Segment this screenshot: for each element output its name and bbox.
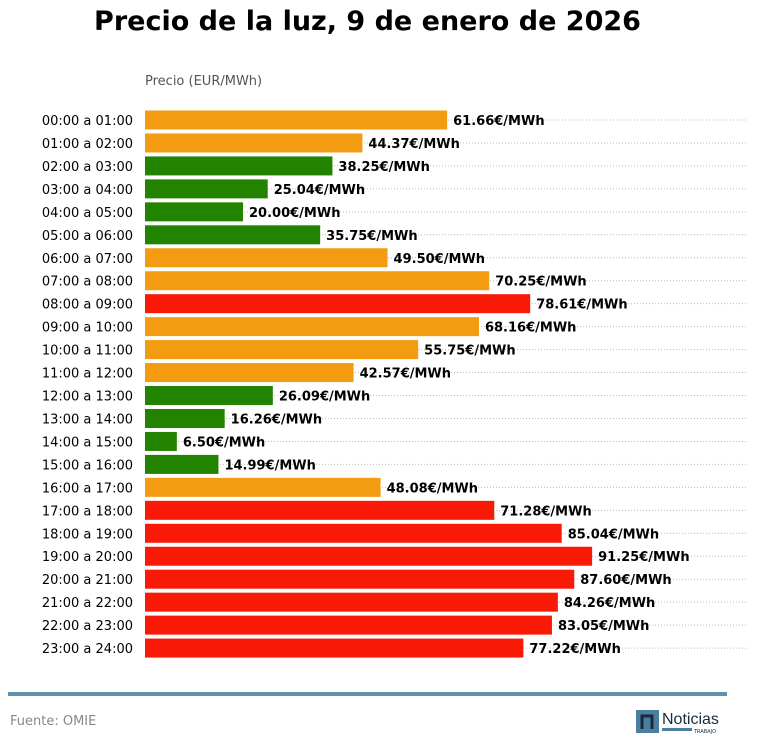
- data-label: 70.25€/MWh: [495, 275, 586, 290]
- category-label: 08:00 a 09:00: [42, 298, 133, 313]
- bar: [145, 569, 575, 589]
- bar: [145, 202, 243, 222]
- bar: [145, 179, 268, 199]
- bar: [145, 431, 177, 451]
- svg-text:Noticias: Noticias: [662, 711, 719, 728]
- category-label: 15:00 a 16:00: [42, 458, 133, 473]
- data-label: 6.50€/MWh: [183, 435, 265, 450]
- axis-label: Precio (EUR/MWh): [145, 74, 263, 89]
- category-label: 09:00 a 10:00: [42, 321, 133, 336]
- data-label: 35.75€/MWh: [326, 229, 417, 244]
- data-label: 77.22€/MWh: [529, 642, 620, 657]
- data-label: 87.60€/MWh: [580, 573, 671, 588]
- bar: [145, 615, 552, 635]
- category-label: 12:00 a 13:00: [42, 390, 133, 405]
- category-label: 21:00 a 22:00: [42, 596, 133, 611]
- bar: [145, 523, 562, 543]
- data-label: 20.00€/MWh: [249, 206, 340, 221]
- chart-title: Precio de la luz, 9 de enero de 2026: [94, 6, 641, 37]
- bar: [145, 454, 219, 474]
- footer-divider: [8, 692, 727, 696]
- category-label: 17:00 a 18:00: [42, 504, 133, 519]
- category-label: 01:00 a 02:00: [42, 137, 133, 152]
- bar: [145, 500, 495, 520]
- bar: [145, 271, 490, 291]
- data-label: 85.04€/MWh: [568, 527, 659, 542]
- data-label: 16.26€/MWh: [231, 412, 322, 427]
- bar: [145, 110, 448, 130]
- bar-chart: 00:00 a 01:00 61.66€/MWh 01:00 a 02:00 44.3…: [42, 110, 748, 658]
- data-label: 78.61€/MWh: [536, 298, 627, 313]
- bar: [145, 248, 388, 268]
- bar: [145, 546, 593, 566]
- bar: [145, 133, 363, 153]
- category-label: 13:00 a 14:00: [42, 412, 133, 427]
- bar: [145, 294, 531, 314]
- category-label: 03:00 a 04:00: [42, 183, 133, 198]
- data-label: 71.28€/MWh: [500, 504, 591, 519]
- category-label: 00:00 a 01:00: [42, 114, 133, 129]
- bar: [145, 317, 479, 337]
- category-label: 22:00 a 23:00: [42, 619, 133, 634]
- data-label: 83.05€/MWh: [558, 619, 649, 634]
- bar: [145, 156, 333, 176]
- category-label: 19:00 a 20:00: [42, 550, 133, 565]
- category-label: 16:00 a 17:00: [42, 481, 133, 496]
- category-label: 02:00 a 03:00: [42, 160, 133, 175]
- bar: [145, 340, 419, 360]
- category-label: 07:00 a 08:00: [42, 275, 133, 290]
- data-label: 42.57€/MWh: [360, 367, 451, 382]
- source-text: Fuente: OMIE: [10, 714, 97, 729]
- svg-text:TRABAJO: TRABAJO: [693, 729, 716, 735]
- category-label: 10:00 a 11:00: [42, 344, 133, 359]
- data-label: 49.50€/MWh: [394, 252, 485, 267]
- data-label: 68.16€/MWh: [485, 321, 576, 336]
- category-label: 20:00 a 21:00: [42, 573, 133, 588]
- data-label: 26.09€/MWh: [279, 390, 370, 405]
- bar: [145, 477, 381, 497]
- data-label: 14.99€/MWh: [224, 458, 315, 473]
- bar: [145, 386, 273, 406]
- category-label: 04:00 a 05:00: [42, 206, 133, 221]
- data-label: 84.26€/MWh: [564, 596, 655, 611]
- bar: [145, 363, 354, 383]
- data-label: 48.08€/MWh: [387, 481, 478, 496]
- data-label: 38.25€/MWh: [338, 160, 429, 175]
- data-label: 61.66€/MWh: [453, 114, 544, 129]
- data-label: 91.25€/MWh: [598, 550, 689, 565]
- category-label: 23:00 a 24:00: [42, 642, 133, 657]
- bar: [145, 225, 321, 245]
- bar: [145, 592, 558, 612]
- category-label: 05:00 a 06:00: [42, 229, 133, 244]
- noticias-trabajo-logo: Noticias TRABAJO: [636, 710, 719, 735]
- category-label: 06:00 a 07:00: [42, 252, 133, 267]
- bar: [145, 408, 225, 428]
- data-label: 55.75€/MWh: [424, 344, 515, 359]
- bar: [145, 638, 524, 658]
- category-label: 11:00 a 12:00: [42, 367, 133, 382]
- data-label: 44.37€/MWh: [368, 137, 459, 152]
- category-label: 18:00 a 19:00: [42, 527, 133, 542]
- data-label: 25.04€/MWh: [274, 183, 365, 198]
- category-label: 14:00 a 15:00: [42, 435, 133, 450]
